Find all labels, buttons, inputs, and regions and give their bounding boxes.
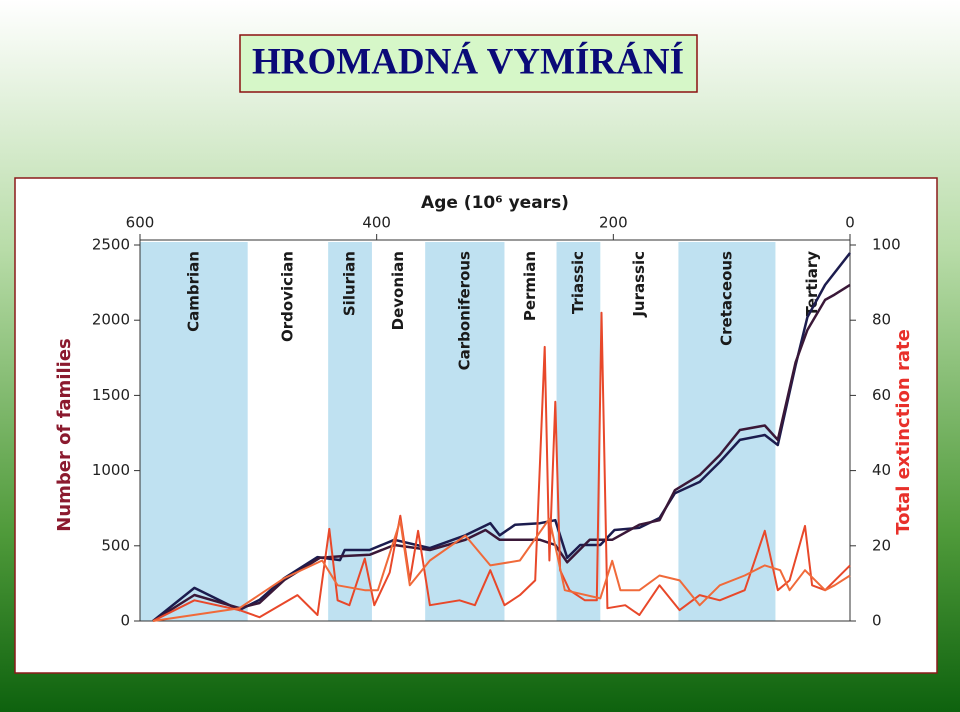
y-tick-label: 1000	[92, 461, 130, 479]
data-line	[152, 311, 851, 622]
y-tick-label: 0	[120, 612, 130, 630]
data-line	[152, 283, 851, 623]
y2-tick-label: 40	[872, 461, 891, 479]
period-band	[425, 242, 505, 621]
data-line	[152, 517, 851, 622]
y2-tick-label: 20	[872, 536, 891, 554]
period-label: Triassic	[569, 251, 587, 314]
period-label: Ordovician	[278, 251, 296, 342]
period-label: Cretaceous	[717, 251, 735, 346]
y-tick-label: 2000	[92, 311, 130, 329]
period-label: Devonian	[389, 251, 407, 330]
period-label: Silurian	[341, 251, 359, 316]
x-axis-title: Age (10⁶ years)	[421, 193, 569, 213]
period-label: Jurassic	[630, 251, 648, 318]
y-tick-label: 500	[101, 536, 130, 554]
y2-axis-title: Total extinction rate	[893, 329, 914, 535]
x-tick-label: 0	[845, 214, 855, 232]
y-axis-title: Number of families	[54, 338, 75, 532]
y2-tick-label: 60	[872, 386, 891, 404]
x-tick-label: 600	[126, 214, 155, 232]
y2-tick-label: 100	[872, 236, 901, 254]
x-tick-label: 400	[362, 214, 391, 232]
period-band	[140, 242, 248, 621]
y-tick-label: 2500	[92, 236, 130, 254]
period-label: Permian	[521, 251, 539, 321]
period-label: Carboniferous	[455, 251, 473, 370]
title-box	[239, 34, 698, 93]
y-tick-label: 1500	[92, 386, 130, 404]
chart: Cambrian Ordovician Silurian Devonian Carbon…	[54, 193, 914, 630]
slide-title: HROMADNÁ VYMÍRÁNÍ	[252, 40, 684, 82]
x-tick-label: 200	[599, 214, 628, 232]
y2-tick-label: 0	[872, 612, 882, 630]
y2-tick-label: 80	[872, 311, 891, 329]
period-label: Cambrian	[184, 251, 202, 332]
period-band	[678, 242, 776, 621]
